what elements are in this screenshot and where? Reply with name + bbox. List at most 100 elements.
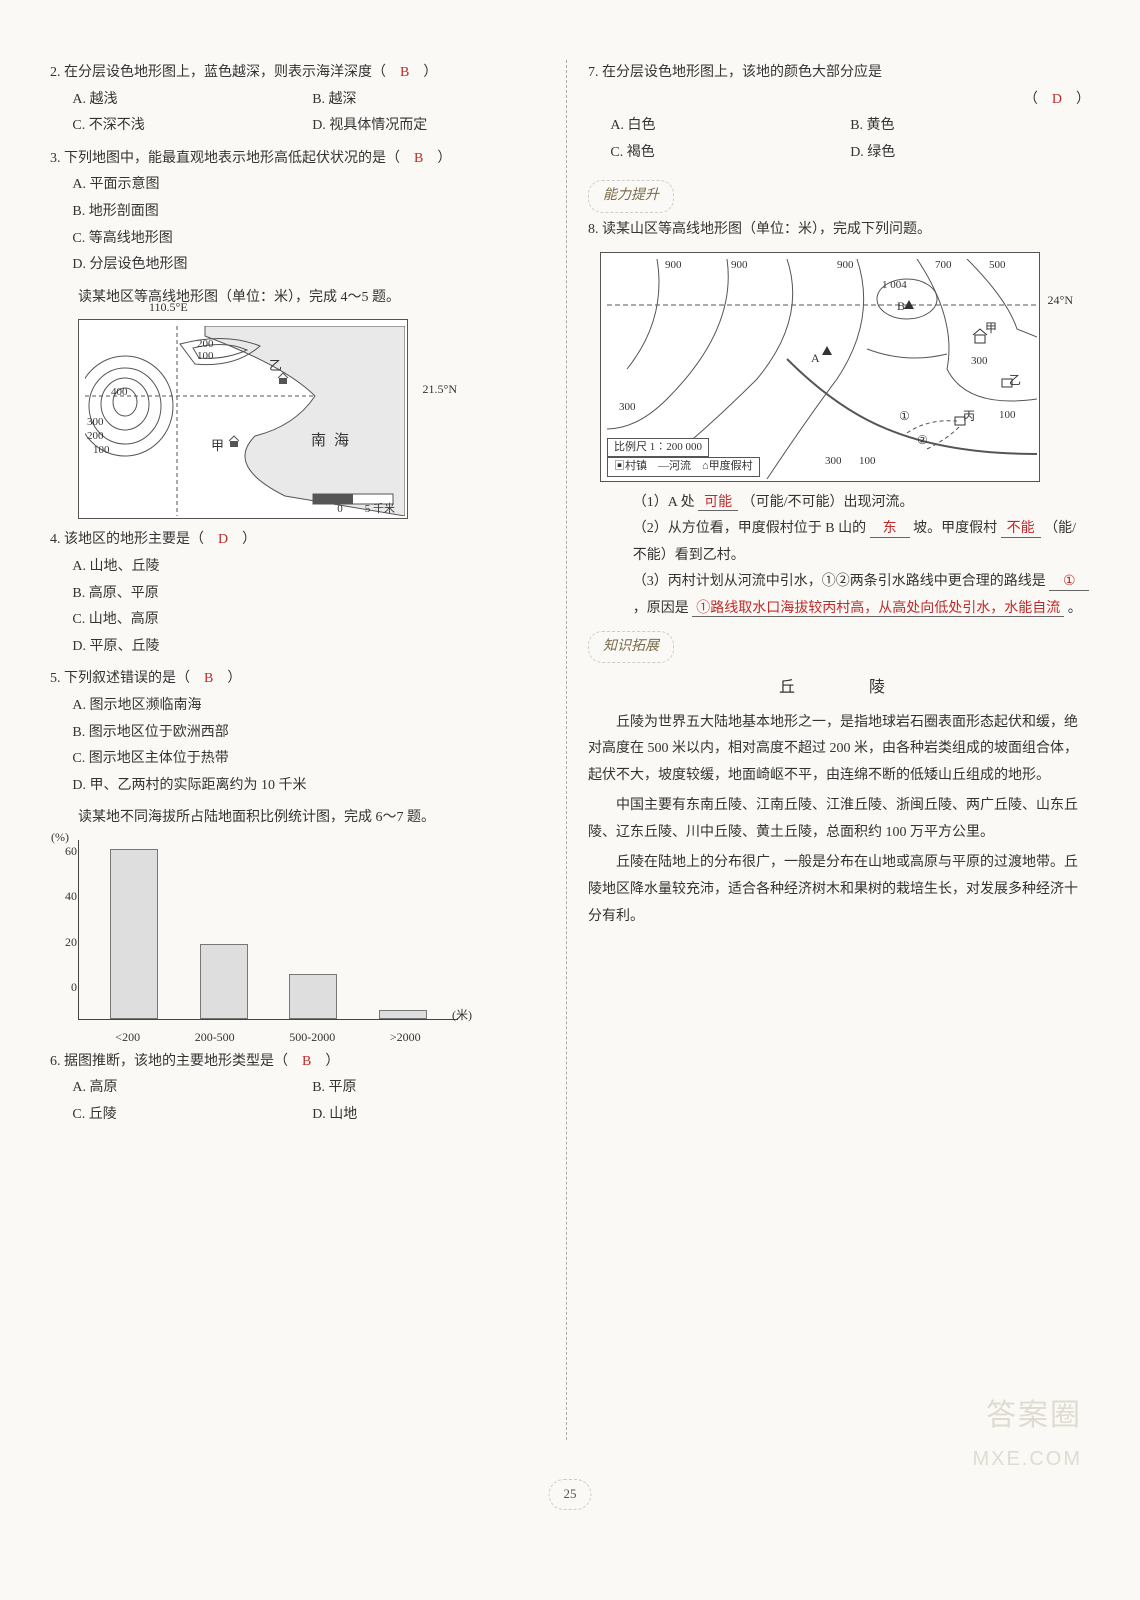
fig45-svg xyxy=(85,326,405,516)
fig8-yi: 乙 xyxy=(1009,373,1021,387)
figure-45-contour-map: 110.5°E 21.5°N xyxy=(78,319,408,519)
ytick-0: 0 xyxy=(51,976,77,999)
fig8-A: A xyxy=(811,351,820,365)
question-6: 6. 据图推断，该地的主要地形类型是（ B ） A. 高原 B. 平原 C. 丘… xyxy=(50,1049,552,1129)
fig8-r2: ② xyxy=(917,433,928,447)
fig45-scale: 0 5 千米 xyxy=(337,503,395,516)
question-2: 2. 在分层设色地形图上，蓝色越深，则表示海洋深度（ B ） A. 越浅 B. … xyxy=(50,60,552,140)
q8s1-ans: 可能 xyxy=(698,495,738,511)
q4-end: ） xyxy=(228,532,256,547)
fig8-scale: 比例尺 1∶200 000 xyxy=(607,438,709,457)
fig45-yi: 乙 xyxy=(269,358,282,374)
question-8: 8. 读某山区等高线地形图（单位：米），完成下列问题。 xyxy=(588,217,1090,244)
essay-title: 丘 陵 xyxy=(588,673,1090,703)
fig8-c1: 900 xyxy=(731,259,748,272)
q8s2-a2: 不能 xyxy=(1001,521,1041,537)
chart-bar xyxy=(110,849,158,1019)
q2-answer: B xyxy=(400,65,409,80)
q3-opt-c: C. 等高线地形图 xyxy=(72,226,552,253)
q4-stem: 4. 该地区的地形主要是（ xyxy=(50,532,218,547)
q5-opt-d: D. 甲、乙两村的实际距离约为 10 千米 xyxy=(72,773,552,800)
fig8-legend: ▣村镇 —河流 ⌂甲度假村 xyxy=(607,457,760,476)
q5-stem: 5. 下列叙述错误的是（ xyxy=(50,671,204,686)
q6-end: ） xyxy=(311,1054,339,1069)
page-wrap: 2. 在分层设色地形图上，蓝色越深，则表示海洋深度（ B ） A. 越浅 B. … xyxy=(50,60,1090,1500)
q2-stem: 2. 在分层设色地形图上，蓝色越深，则表示海洋深度（ xyxy=(50,65,400,80)
watermark-url: MXE.COM xyxy=(972,1440,1082,1478)
q3-opt-a: A. 平面示意图 xyxy=(72,172,552,199)
fig8-c0: 900 xyxy=(665,259,682,272)
question-3: 3. 下列地图中，能最直观地表示地形高低起伏状况的是（ B ） A. 平面示意图… xyxy=(50,146,552,279)
fig45-lat: 21.5°N xyxy=(423,382,457,396)
two-column-layout: 2. 在分层设色地形图上，蓝色越深，则表示海洋深度（ B ） A. 越浅 B. … xyxy=(50,60,1090,1134)
essay-p2: 中国主要有东南丘陵、江南丘陵、江淮丘陵、浙闽丘陵、两广丘陵、山东丘陵、辽东丘陵、… xyxy=(588,793,1090,846)
question-5: 5. 下列叙述错误的是（ B ） A. 图示地区濒临南海 B. 图示地区位于欧洲… xyxy=(50,666,552,799)
q8s2-pre: （2）从方位看，甲度假村位于 B 山的 xyxy=(633,521,866,536)
fig45-lon: 110.5°E xyxy=(149,300,188,314)
q8s3-a1: ① xyxy=(1049,574,1089,590)
q8s1-post: （可能/不可能）出现河流。 xyxy=(742,495,914,510)
q8s2-a1: 东 xyxy=(870,521,910,537)
fig45-c300: 300 xyxy=(87,416,104,429)
xl-0: <200 xyxy=(115,1026,140,1049)
q3-stem: 3. 下列地图中，能最直观地表示地形高低起伏状况的是（ xyxy=(50,151,414,166)
q6-opt-c: C. 丘陵 xyxy=(72,1102,312,1129)
fig8-jia: 甲 xyxy=(985,321,997,335)
q8s3-post: 。 xyxy=(1068,601,1082,616)
right-column: 7. 在分层设色地形图上，该地的颜色大部分应是 （ D ） A. 白色 B. 黄… xyxy=(588,60,1090,1134)
xl-2: 500-2000 xyxy=(289,1026,335,1049)
q8-sub1: （1）A 处 可能 （可能/不可能）出现河流。 xyxy=(588,490,1090,517)
stem-45-lead: 读某地区等高线地形图（单位：米），完成 4～5 题。 xyxy=(50,285,552,312)
q2-opt-c: C. 不深不浅 xyxy=(72,113,312,140)
chart-bar xyxy=(289,974,337,1019)
q4-opt-c: C. 山地、高原 xyxy=(72,607,552,634)
fig45-sea: 南海 xyxy=(311,432,357,450)
fig8-r1: ① xyxy=(899,409,910,423)
q8-sub2: （2）从方位看，甲度假村位于 B 山的 东 坡。甲度假村 不能 （能/不能）看到… xyxy=(588,516,1090,569)
q5-opt-b: B. 图示地区位于欧洲西部 xyxy=(72,720,552,747)
essay-body: 丘陵为世界五大陆地基本地形之一，是指地球岩石圈表面形态起伏和缓，绝对高度在 50… xyxy=(588,710,1090,931)
q3-opt-d: D. 分层设色地形图 xyxy=(72,252,552,279)
chart-xlabels: <200 200-500 500-2000 >2000 xyxy=(78,1024,458,1049)
q6-opt-a: A. 高原 xyxy=(72,1075,312,1102)
fig8-c7: 300 xyxy=(971,355,988,368)
essay-p1: 丘陵为世界五大陆地基本地形之一，是指地球岩石圈表面形态起伏和缓，绝对高度在 50… xyxy=(588,710,1090,790)
q7-stem: 7. 在分层设色地形图上，该地的颜色大部分应是 xyxy=(588,60,1090,87)
ytick-20: 20 xyxy=(51,931,77,954)
fig45-c400: 400 xyxy=(111,386,128,399)
q6-opt-b: B. 平原 xyxy=(312,1075,552,1102)
q5-end: ） xyxy=(213,671,241,686)
q5-answer: B xyxy=(204,671,213,686)
q2-opt-b: B. 越深 xyxy=(312,87,552,114)
q4-opt-b: B. 高原、平原 xyxy=(72,581,552,608)
q8s2-mid: 坡。甲度假村 xyxy=(913,521,997,536)
fig8-bing: 丙 xyxy=(963,409,975,423)
q8s1-pre: （1）A 处 xyxy=(633,495,695,510)
fig8-c3: 700 xyxy=(935,259,952,272)
q8s3-a2: ①路线取水口海拔较丙村高，从高处向低处引水，水能自流 xyxy=(692,601,1064,617)
fig8-c8: 300 xyxy=(825,455,842,468)
q7-opt-c: C. 褐色 xyxy=(610,140,850,167)
q3-opt-b: B. 地形剖面图 xyxy=(72,199,552,226)
fig8-c4: 500 xyxy=(989,259,1006,272)
chart-bars xyxy=(79,840,458,1019)
q5-opt-a: A. 图示地区濒临南海 xyxy=(72,693,552,720)
ytick-60: 60 xyxy=(51,840,77,863)
q4-opt-a: A. 山地、丘陵 xyxy=(72,554,552,581)
q6-answer: B xyxy=(302,1054,311,1069)
fig8-B: B xyxy=(897,299,905,313)
fig8-c2: 900 xyxy=(837,259,854,272)
q8-stem: 8. 读某山区等高线地形图（单位：米），完成下列问题。 xyxy=(588,217,1090,244)
q6-stem: 6. 据图推断，该地的主要地形类型是（ xyxy=(50,1054,302,1069)
q8-sub3: （3）丙村计划从河流中引水，①②两条引水路线中更合理的路线是 ① ，原因是 ①路… xyxy=(588,569,1090,622)
fig45-c200: 200 xyxy=(87,430,104,443)
q2-stem-end: ） xyxy=(409,65,437,80)
q2-opt-a: A. 越浅 xyxy=(72,87,312,114)
q3-stem-end: ） xyxy=(423,151,451,166)
q7-opt-d: D. 绿色 xyxy=(850,140,1090,167)
watermark-brand: 答案圈 xyxy=(986,1387,1082,1444)
section-ability: 能力提升 xyxy=(588,180,674,213)
q4-opt-d: D. 平原、丘陵 xyxy=(72,634,552,661)
chart-yticks: 60 40 20 0 xyxy=(51,840,77,999)
fig8-c10: 100 xyxy=(999,409,1016,422)
